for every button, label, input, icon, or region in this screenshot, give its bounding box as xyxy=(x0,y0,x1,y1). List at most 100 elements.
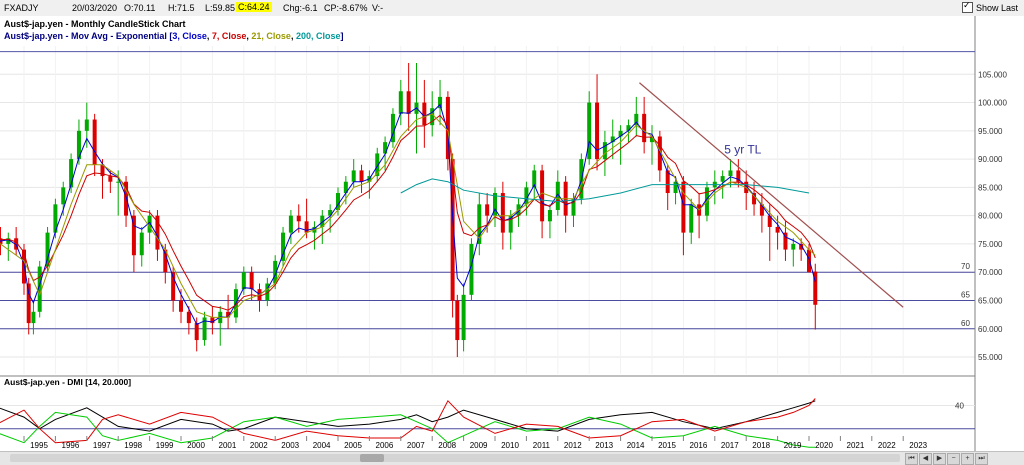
candle-body xyxy=(296,215,301,222)
candle-body xyxy=(571,198,576,216)
price-axis: 105.000 100.000 95.000 90.000 85.000 80.000 75… xyxy=(0,16,1007,451)
candle-body xyxy=(76,130,81,160)
candle-body xyxy=(155,215,160,250)
y-tick-label: 55.000 xyxy=(978,353,1003,362)
candle-body xyxy=(485,204,490,216)
chart-background xyxy=(0,16,1024,451)
show-last-label: Show Last xyxy=(975,2,1018,13)
x-tick-label: 2020 xyxy=(815,441,833,450)
candle-body xyxy=(304,221,309,233)
candle-body xyxy=(493,193,497,216)
candle-body xyxy=(343,181,348,194)
candle-body xyxy=(681,181,686,233)
candle-body xyxy=(26,283,31,324)
candle-body xyxy=(202,317,207,341)
level-label: 60 xyxy=(961,319,970,328)
date-label: 20/03/2020 xyxy=(72,3,118,13)
scroll-end-button[interactable]: ⏭ xyxy=(975,453,988,465)
y-tick-label: 65.000 xyxy=(978,296,1003,305)
ma-legend-prefix: Aust$-jap.yen - Mov Avg - Exponential [ xyxy=(4,31,172,41)
candle-body xyxy=(775,226,780,233)
y-tick-label: 70.000 xyxy=(978,268,1003,277)
candle-body xyxy=(84,119,89,131)
scroll-track[interactable] xyxy=(10,454,900,462)
candle-body xyxy=(241,272,246,290)
candle-body xyxy=(540,170,545,222)
x-tick-label: 2010 xyxy=(501,441,519,450)
dmi-title: Aust$-jap.yen - DMI [14, 20.000] xyxy=(4,377,131,387)
candle-body xyxy=(351,170,356,182)
y-tick-label: 90.000 xyxy=(978,155,1003,164)
x-tick-label: 2003 xyxy=(281,441,299,450)
candle-body xyxy=(336,193,340,210)
scroll-thumb[interactable] xyxy=(360,454,384,462)
candle-body xyxy=(455,300,460,341)
x-tick-label: 2002 xyxy=(250,441,268,450)
candle-body xyxy=(163,249,168,273)
scroll-left-button[interactable]: ◀ xyxy=(919,453,932,465)
candle-body xyxy=(6,238,11,244)
candle-body xyxy=(359,170,364,182)
candle-body xyxy=(390,113,395,143)
x-tick-label: 2016 xyxy=(690,441,708,450)
scroll-right-button[interactable]: ▶ xyxy=(933,453,946,465)
trendline[interactable]: 5 yr TL xyxy=(639,82,904,308)
y-tick-label: 105.000 xyxy=(978,70,1007,79)
ma-legend-suffix: ] xyxy=(341,31,344,41)
ma-legend-21: 21, Close xyxy=(251,31,291,41)
candle-body xyxy=(461,294,466,341)
x-tick-label: 2014 xyxy=(627,441,645,450)
candle-body xyxy=(265,283,270,301)
candle-body xyxy=(179,300,183,312)
show-last-toggle[interactable]: Show Last xyxy=(961,0,1018,13)
x-tick-label: 2023 xyxy=(909,441,927,450)
high-value: H:71.5 xyxy=(168,3,195,13)
open-value: O:70.11 xyxy=(124,3,156,13)
candle-body xyxy=(430,108,435,126)
x-tick-label: 1996 xyxy=(62,441,80,450)
volume-value: V:- xyxy=(372,3,384,13)
candle-body xyxy=(728,170,733,177)
ma-legend-200: 200, Close xyxy=(296,31,341,41)
x-tick-label: 1999 xyxy=(156,441,174,450)
x-tick-label: 2011 xyxy=(533,441,551,450)
y-tick-label: 60.000 xyxy=(978,325,1003,334)
y-tick-label: 80.000 xyxy=(978,212,1003,221)
candle-body xyxy=(61,187,66,205)
candle-body xyxy=(226,311,231,318)
candle-body xyxy=(375,153,380,177)
chart-area[interactable]: 70 65 60 5 yr TL 105.000 100.000 95.000 90.00… xyxy=(0,16,1024,451)
time-axis: 1995 1996 1997 1998 1999 2000 2001 2002 2003 2004… xyxy=(23,436,928,450)
x-tick-label: 2013 xyxy=(595,441,613,450)
zoom-in-button[interactable]: + xyxy=(961,453,974,465)
scroll-bar[interactable]: ⏮ ◀ ▶ − + ⏭ xyxy=(0,451,1024,465)
candle-body xyxy=(31,311,36,324)
zoom-out-button[interactable]: − xyxy=(947,453,960,465)
candle-body xyxy=(689,204,694,233)
x-tick-label: 2006 xyxy=(376,441,394,450)
symbol-label: FXADJY xyxy=(4,3,39,13)
x-tick-label: 2008 xyxy=(438,441,456,450)
candle-body xyxy=(450,159,455,301)
x-tick-label: 2022 xyxy=(878,441,896,450)
x-tick-label: 2019 xyxy=(784,441,802,450)
scroll-start-button[interactable]: ⏮ xyxy=(905,453,918,465)
candle-body xyxy=(634,113,639,126)
candle-body xyxy=(791,243,796,250)
x-tick-label: 2015 xyxy=(658,441,676,450)
x-tick-label: 2004 xyxy=(313,441,331,450)
candle-body xyxy=(45,232,50,267)
candle-body xyxy=(328,210,333,216)
candle-body xyxy=(602,142,607,160)
candle-body xyxy=(532,170,537,188)
x-tick-label: 2021 xyxy=(847,441,865,450)
candle-body xyxy=(626,125,631,131)
candle-body xyxy=(610,136,615,143)
candle-body xyxy=(618,130,623,137)
candle-body xyxy=(383,142,388,154)
y-tick-label: 85.000 xyxy=(978,183,1003,192)
candle-body xyxy=(547,210,552,222)
ma-line-7 xyxy=(0,114,816,311)
show-last-checkbox[interactable] xyxy=(961,0,973,13)
x-tick-label: 2000 xyxy=(187,441,205,450)
